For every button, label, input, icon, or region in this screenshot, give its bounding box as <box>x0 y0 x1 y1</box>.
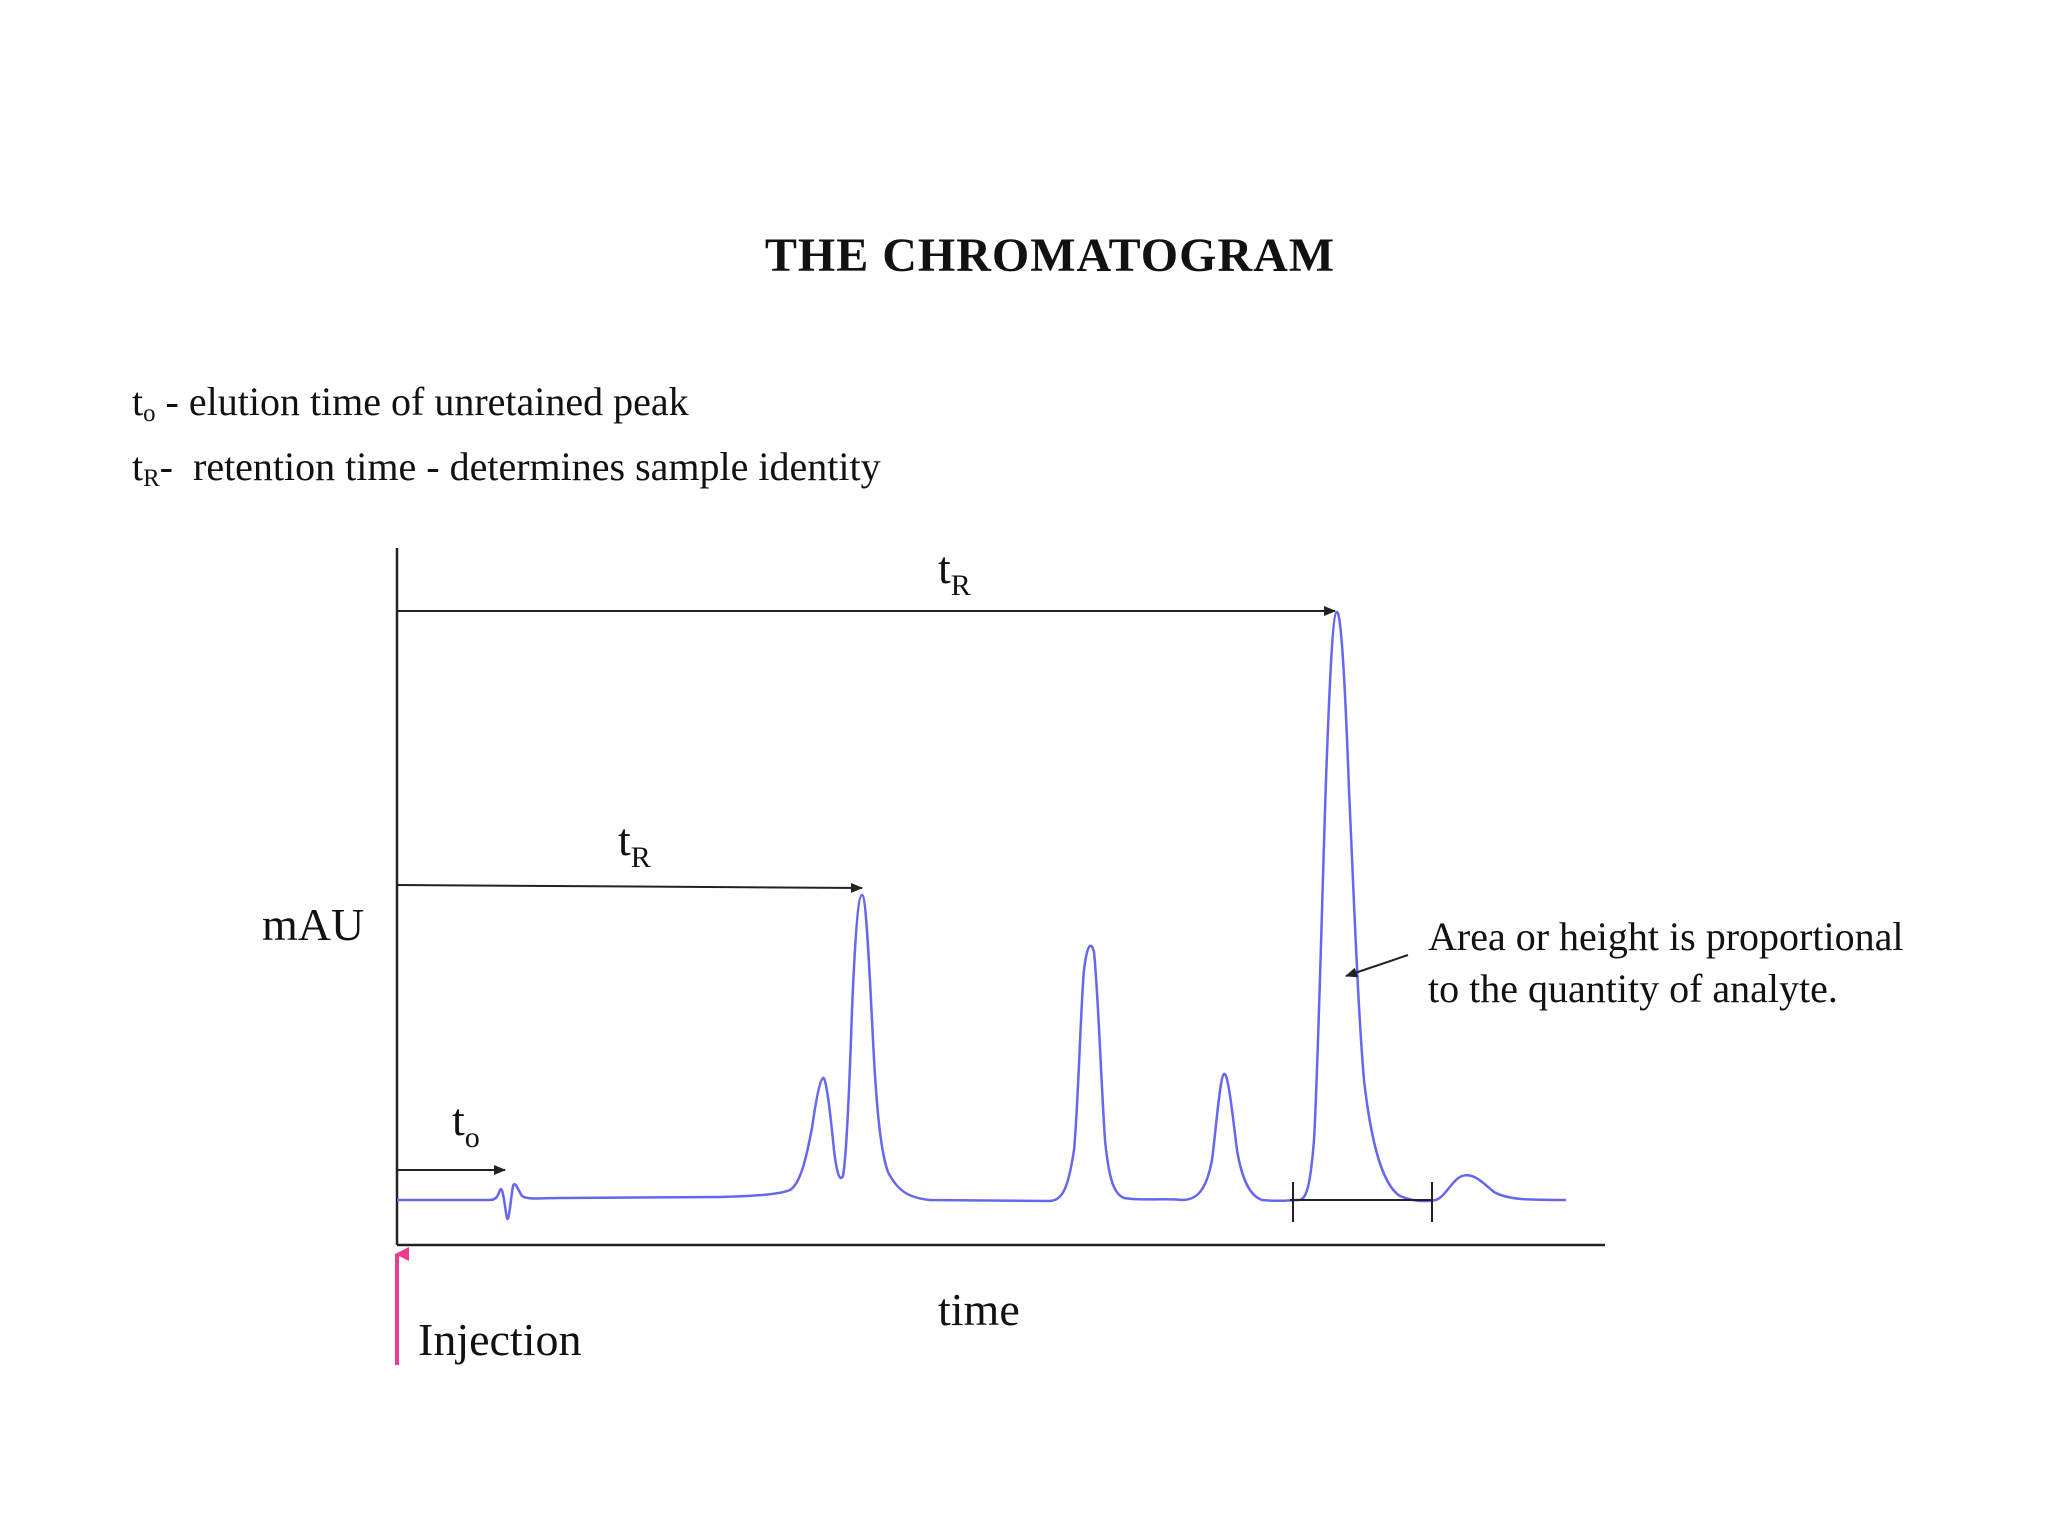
t0-subscript: o <box>465 1121 480 1154</box>
injection-label: Injection <box>418 1314 582 1365</box>
t0-label: to <box>452 1094 480 1154</box>
tr-first-symbol: t <box>618 814 631 865</box>
legend-t0-symbol: t <box>132 379 144 424</box>
legend-tr-subscript: R <box>143 465 160 493</box>
legend-t0: to - elution time of unretained peak <box>132 378 689 428</box>
y-axis-label: mAU <box>262 899 364 950</box>
chromatogram-trace <box>397 610 1567 1221</box>
tr-main-subscript: R <box>951 569 971 602</box>
area-annotation-line1: Area or height is proportional <box>1428 914 1903 959</box>
diagram-title: THE CHROMATOGRAM <box>764 229 1336 282</box>
area-annotation-line2: to the quantity of analyte. <box>1428 966 1838 1011</box>
legend-tr-text: - retention time - determines sample ide… <box>159 444 881 489</box>
tr-first-label: tR <box>618 814 651 874</box>
legend-tr: tR- retention time - determines sample i… <box>132 443 881 493</box>
tr-first-subscript: R <box>631 841 651 874</box>
x-axis-label: time <box>938 1284 1020 1335</box>
legend-t0-text: - elution time of unretained peak <box>155 379 689 424</box>
tr-main-symbol: t <box>938 542 951 593</box>
area-annotation-pointer <box>1345 954 1409 978</box>
t0-symbol: t <box>452 1094 465 1145</box>
legend-t0-subscript: o <box>143 400 156 428</box>
legend-tr-symbol: t <box>132 444 144 489</box>
tr-main-label: tR <box>938 542 971 602</box>
tr-first-arrow <box>396 882 863 893</box>
